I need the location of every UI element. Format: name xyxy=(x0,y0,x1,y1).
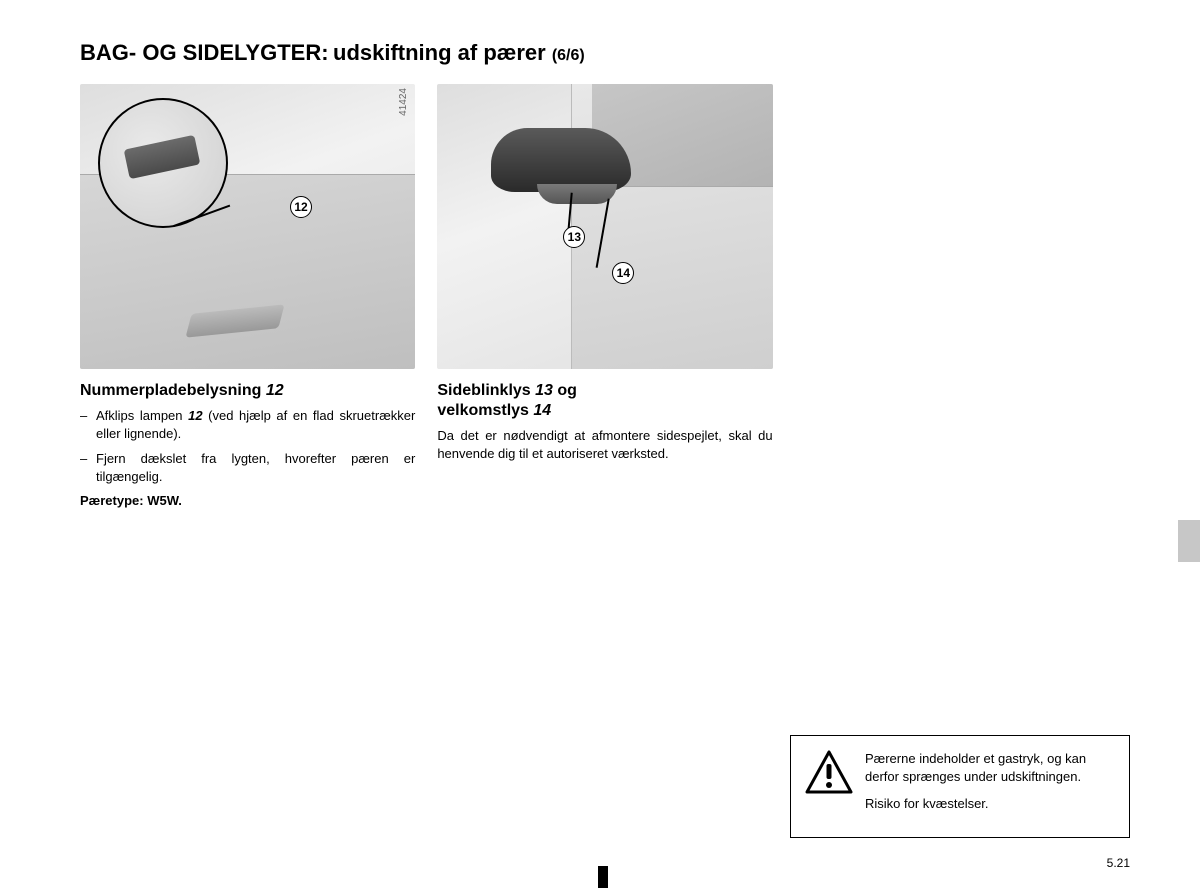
crop-mark xyxy=(598,866,608,888)
callout-12: 12 xyxy=(290,196,312,218)
column-2: 41425 13 14 Sideblinklys 13 og velkomstl… xyxy=(437,84,772,508)
figure-license-plate-light: 41424 12 xyxy=(80,84,415,369)
column-3 xyxy=(795,84,1130,508)
plate-light-shape xyxy=(124,135,201,179)
figure-side-mirror: 41425 13 14 xyxy=(437,84,772,369)
warning-icon xyxy=(805,750,853,799)
title-page-indicator: (6/6) xyxy=(552,47,585,64)
instruction-item: Fjern dækslet fra lygten, hvorefter pære… xyxy=(80,450,415,485)
page-number: 5.21 xyxy=(1107,856,1130,870)
warning-text: Pærerne indeholder et gastryk, og kan de… xyxy=(865,750,1115,823)
warning-paragraph: Pærerne indeholder et gastryk, og kan de… xyxy=(865,750,1115,785)
bulb-type-label: Pæretype: W5W. xyxy=(80,493,415,508)
detail-inset-circle xyxy=(98,98,228,228)
column-1: 41424 12 Nummerpladebelysning 12 Afklips… xyxy=(80,84,415,508)
heading-license-plate: Nummerpladebelysning 12 xyxy=(80,381,415,401)
instruction-list: Afklips lampen 12 (ved hjælp af en flad … xyxy=(80,407,415,485)
heading-side-indicator: Sideblinklys 13 og velkomstlys 14 xyxy=(437,381,772,421)
warning-content: Pærerne indeholder et gastryk, og kan de… xyxy=(805,750,1115,823)
body-side-indicator: Da det er nødvendigt at afmontere sidesp… xyxy=(437,427,772,462)
figure-image-id: 41424 xyxy=(398,88,409,116)
mirror-housing-shape xyxy=(491,128,631,192)
instruction-item: Afklips lampen 12 (ved hjælp af en flad … xyxy=(80,407,415,442)
manual-page: BAG- OG SIDELYGTER: udskiftning af pærer… xyxy=(0,0,1200,888)
warning-box: Pærerne indeholder et gastryk, og kan de… xyxy=(790,735,1130,838)
title-sub: udskiftning af pærer xyxy=(333,40,552,65)
mirror-underside-shape xyxy=(537,184,617,204)
warning-paragraph: Risiko for kvæstelser. xyxy=(865,795,1115,813)
page-title-row: BAG- OG SIDELYGTER: udskiftning af pærer… xyxy=(80,40,1130,66)
title-main: BAG- OG SIDELYGTER: xyxy=(80,40,329,65)
content-columns: 41424 12 Nummerpladebelysning 12 Afklips… xyxy=(80,84,1130,508)
section-tab xyxy=(1178,520,1200,562)
